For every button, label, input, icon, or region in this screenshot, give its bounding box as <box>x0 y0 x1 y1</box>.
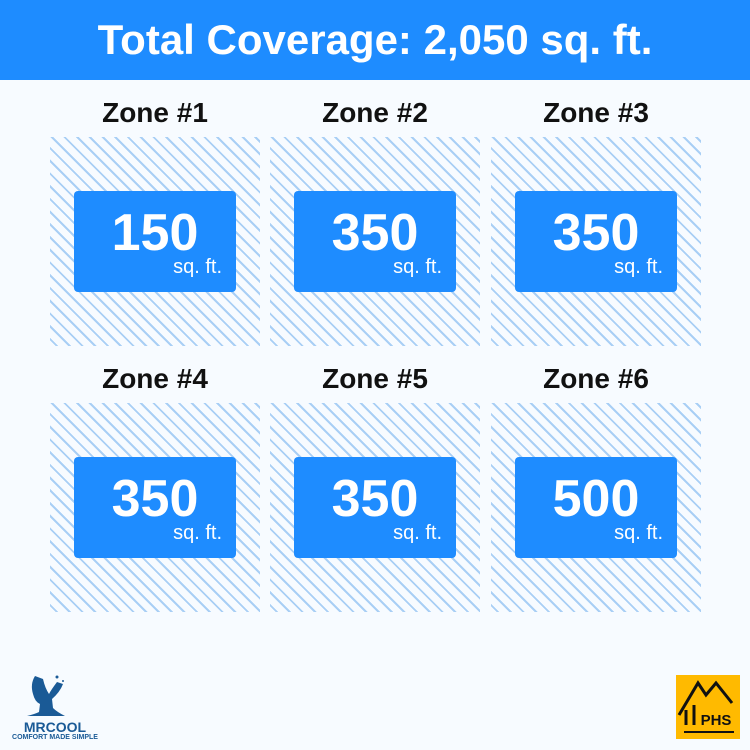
phs-logo: PHS <box>676 675 740 739</box>
zone-coverage-value: 350 <box>331 204 419 262</box>
zone-coverage-value: 150 <box>111 204 199 262</box>
zone-title: Zone #6 <box>543 363 649 394</box>
zone-coverage-unit: sq. ft. <box>173 522 222 544</box>
zone-coverage-unit: sq. ft. <box>393 522 442 544</box>
zone-coverage-card: 500 sq. ft. <box>515 457 677 558</box>
zone-coverage-unit: sq. ft. <box>614 256 663 278</box>
zone-title: Zone #5 <box>322 363 428 394</box>
zone-coverage-unit: sq. ft. <box>173 256 222 278</box>
total-coverage-title: Total Coverage: 2,050 sq. ft. <box>97 16 653 63</box>
zone-title: Zone #1 <box>102 97 208 128</box>
zone-coverage-value: 350 <box>111 470 199 528</box>
zone-coverage-card: 350 sq. ft. <box>294 457 456 558</box>
zone-coverage-card: 350 sq. ft. <box>515 191 677 292</box>
zone-coverage-card: 150 sq. ft. <box>74 191 236 292</box>
zone-title: Zone #4 <box>102 363 208 394</box>
mrcool-tagline: COMFORT MADE SIMPLE <box>12 734 98 741</box>
svg-text:PHS: PHS <box>701 712 732 729</box>
mrcool-logo: MRCOOL COMFORT MADE SIMPLE <box>0 666 110 746</box>
zone-coverage-value: 350 <box>331 470 419 528</box>
zone-coverage-card: 350 sq. ft. <box>74 457 236 558</box>
zone-coverage-value: 500 <box>552 470 640 528</box>
svg-text:MRCOOL: MRCOOL <box>24 719 87 734</box>
zone-title: Zone #3 <box>543 97 649 128</box>
zone-coverage-value: 350 <box>552 204 640 262</box>
zone-coverage-unit: sq. ft. <box>393 256 442 278</box>
header-banner: Total Coverage: 2,050 sq. ft. <box>0 0 750 80</box>
zone-title: Zone #2 <box>322 97 428 128</box>
zone-coverage-card: 350 sq. ft. <box>294 191 456 292</box>
zone-coverage-unit: sq. ft. <box>614 522 663 544</box>
